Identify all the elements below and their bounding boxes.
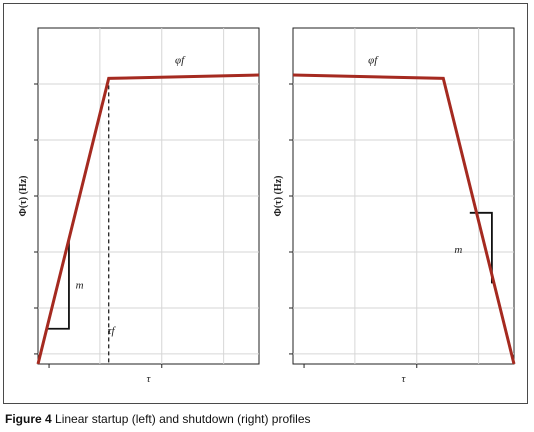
figure-caption: Figure 4 Linear startup (left) and shutd…	[5, 412, 311, 426]
left-profile-line	[36, 73, 260, 365]
right-grid	[293, 28, 514, 364]
left-y-axis-label: Φ(τ) (Hz)	[18, 176, 29, 217]
right-slope-label: m	[454, 244, 462, 256]
right-marks	[292, 73, 516, 365]
left-phi-f-label: φf	[175, 54, 186, 66]
right-y-axis-label: Φ(τ) (Hz)	[273, 176, 284, 217]
right-chart: τ Φ(τ) (Hz) φf m	[273, 27, 516, 385]
right-ticks	[289, 83, 418, 368]
left-chart: τ Φ(τ) (Hz) φf m τf	[18, 27, 260, 385]
right-profile-line	[292, 73, 516, 365]
left-slope-triangle	[46, 239, 70, 330]
left-tau-f-label: τf	[108, 325, 117, 337]
left-ticks	[34, 83, 163, 368]
caption-text: Linear startup (left) and shutdown (righ…	[55, 412, 311, 426]
figure-frame: τ Φ(τ) (Hz) φf m τf τ Φ(τ) (Hz) φf m	[3, 3, 528, 404]
right-phi-f-label: φf	[368, 54, 379, 66]
left-x-axis-label: τ	[147, 373, 152, 385]
left-grid	[38, 28, 259, 364]
left-slope-label: m	[76, 279, 84, 291]
figure-number: Figure 4	[5, 412, 52, 426]
right-x-axis-label: τ	[402, 373, 407, 385]
left-marks	[36, 73, 260, 365]
figure-svg: τ Φ(τ) (Hz) φf m τf τ Φ(τ) (Hz) φf m	[18, 27, 516, 385]
